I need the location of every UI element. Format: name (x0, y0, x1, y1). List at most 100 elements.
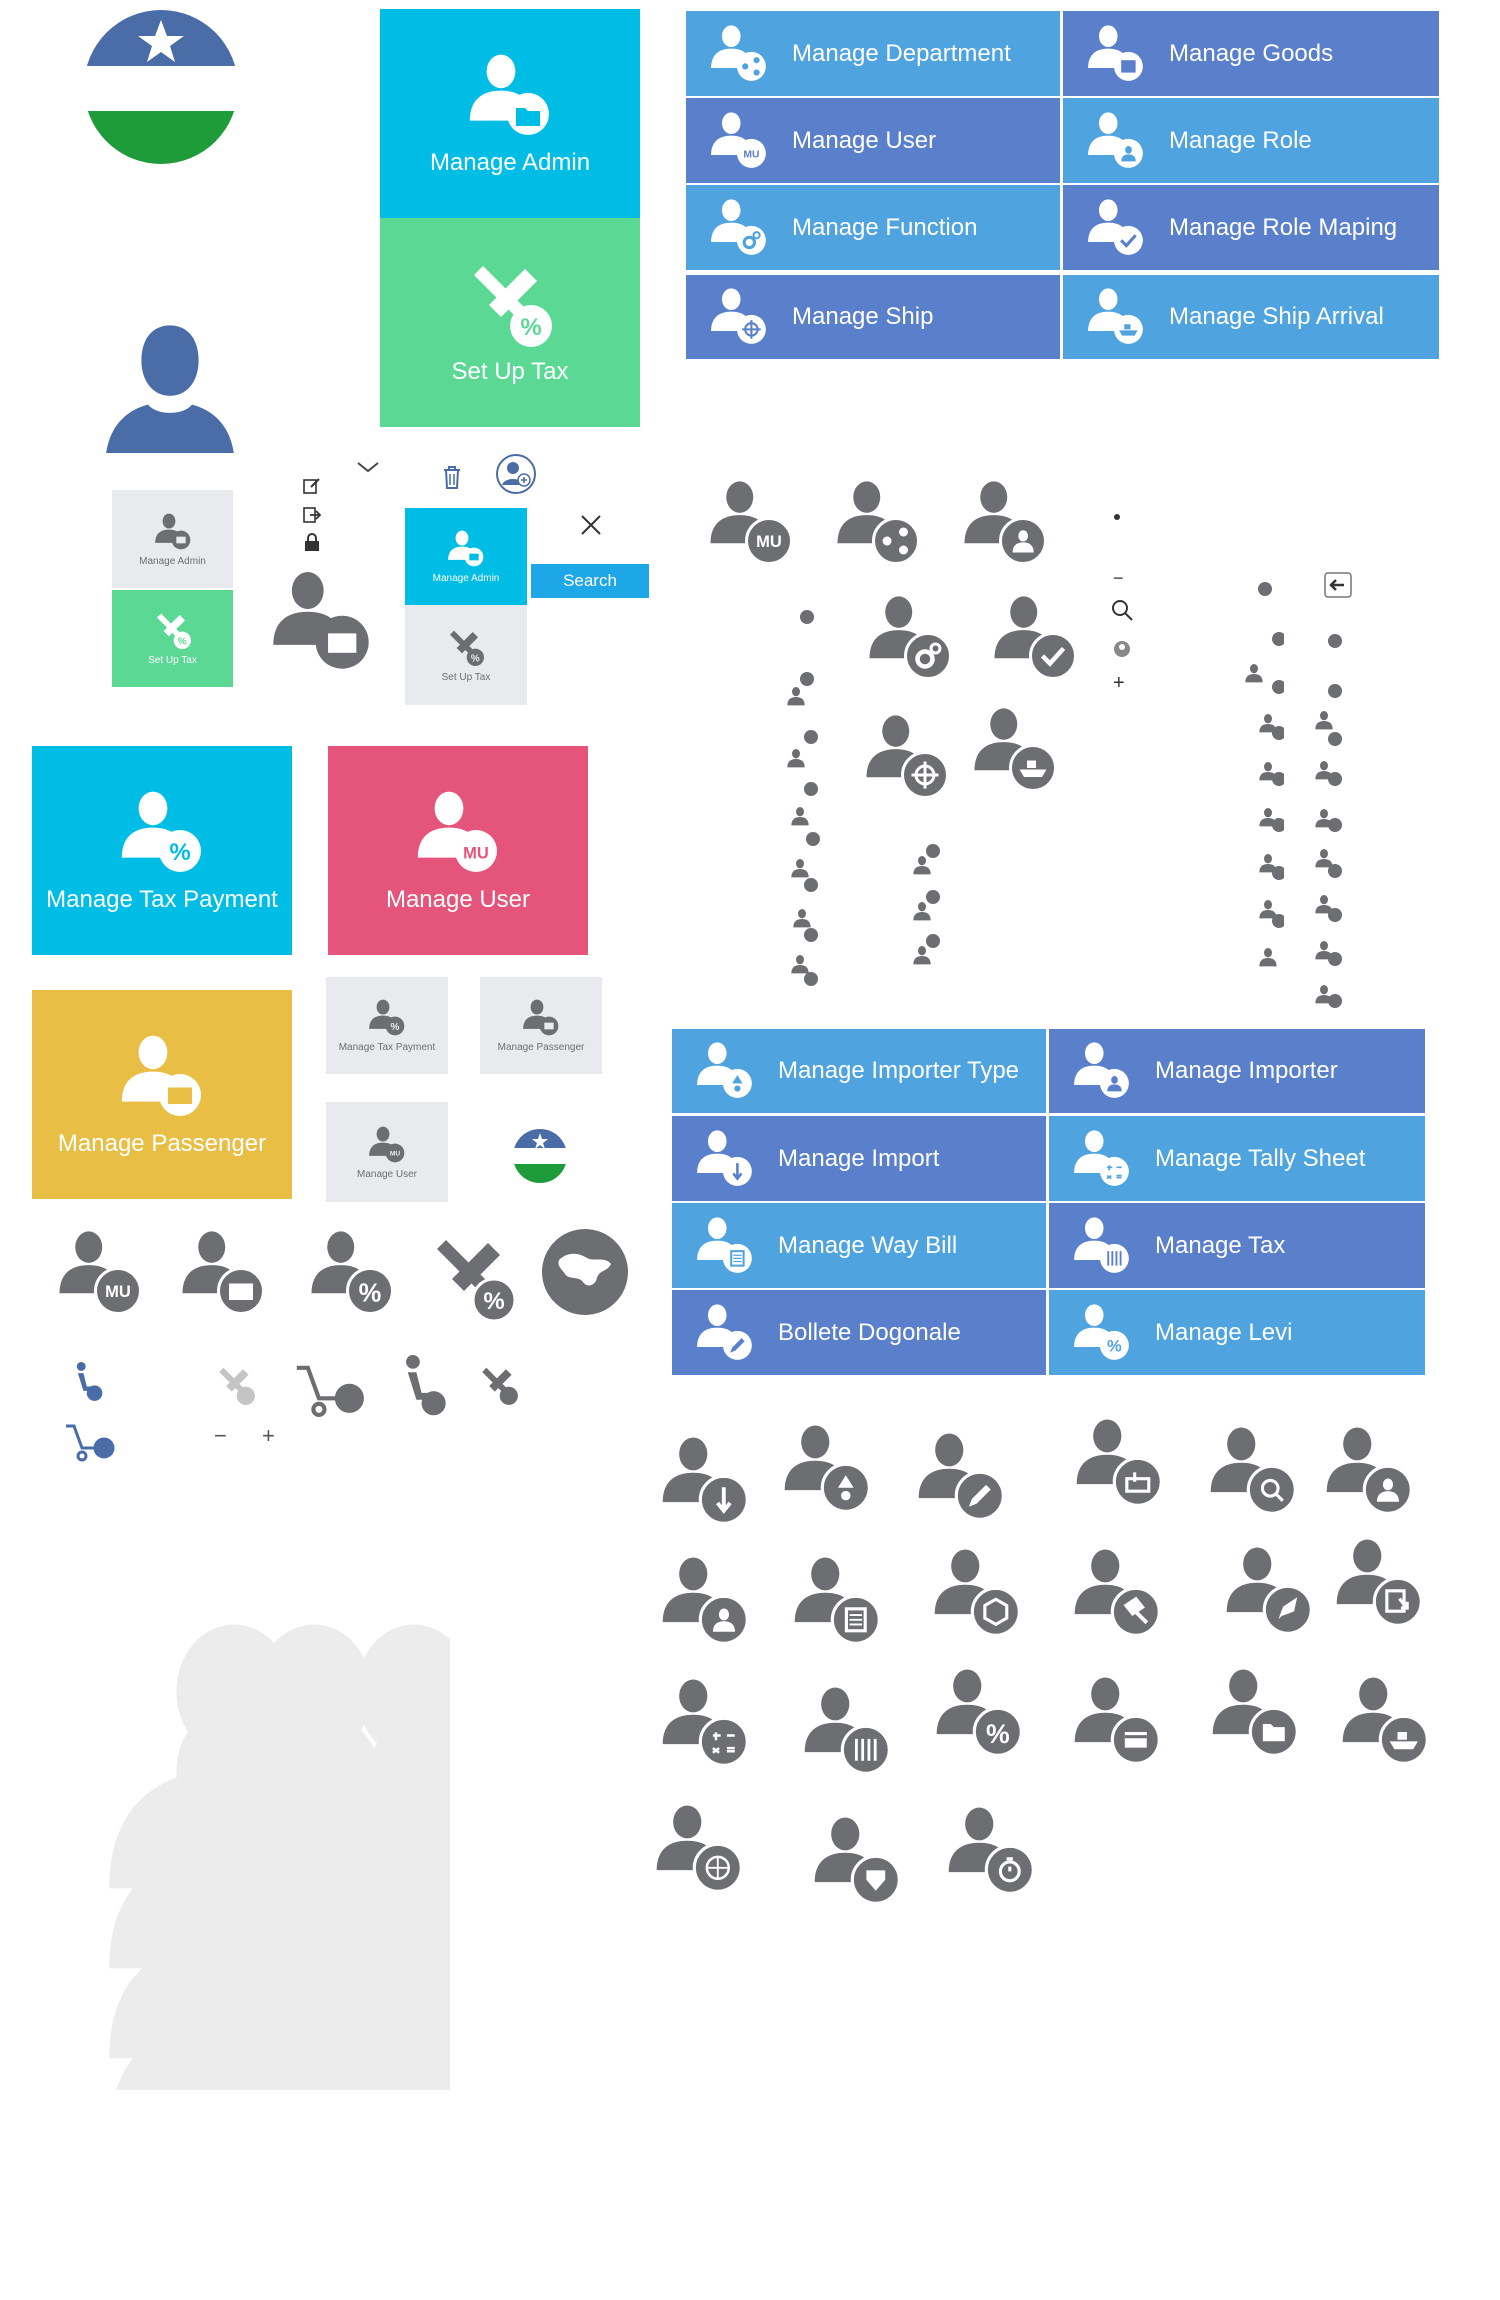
menu-item-manage-function[interactable]: Manage Function (686, 185, 1060, 270)
user-ship-gray-icon (1338, 1674, 1432, 1773)
chevron-down-icon[interactable] (356, 460, 380, 474)
manage-passenger-tile[interactable]: Manage Passenger (32, 990, 292, 1199)
svg-text:%: % (471, 653, 480, 664)
menu-item-manage-department[interactable]: Manage Department (686, 11, 1060, 96)
logout-icon[interactable] (302, 505, 322, 525)
manage-user-tile[interactable]: MU Manage User (328, 746, 588, 955)
tax-tools-icon: % (446, 628, 486, 668)
svg-text:MU: MU (463, 844, 489, 862)
trash-icon[interactable] (441, 464, 463, 490)
user-mu-icon: MU (367, 1125, 407, 1165)
menu-item-manage-tally-sheet[interactable]: Manage Tally Sheet (1049, 1116, 1425, 1201)
menu-label: Manage Ship Arrival (1169, 303, 1384, 330)
menu-label: Manage Function (792, 213, 978, 241)
seat-percent-blue-icon (72, 1362, 106, 1407)
tiny-icon-column-a (786, 596, 826, 1001)
mini-manage-admin-tile[interactable]: Manage Admin (112, 490, 233, 588)
svg-text:%: % (359, 1280, 382, 1308)
menu-label: Bollete Dogonale (778, 1318, 961, 1346)
menu-grid-a: Manage Department Manage Goods MU Manage… (686, 11, 1439, 359)
cart-percent-gray-icon (294, 1362, 366, 1423)
user-percent-gray-icon: % (307, 1228, 397, 1323)
manage-tax-payment-tile[interactable]: % Manage Tax Payment (32, 746, 292, 955)
svg-text:%: % (169, 839, 190, 866)
svg-text:%: % (1107, 1336, 1122, 1355)
add-user-button[interactable] (495, 453, 537, 495)
user-search-gray-icon (1206, 1424, 1300, 1523)
search-button-label: Search (563, 571, 617, 590)
mini-set-up-tax-inactive-tile[interactable]: % Set Up Tax (405, 605, 527, 705)
user-download-gray-icon (1332, 1536, 1426, 1635)
svg-text:MU: MU (743, 149, 759, 160)
tiny-icon-column-c (1244, 568, 1286, 993)
mini-manage-admin-active-tile[interactable]: Manage Admin (405, 508, 527, 605)
minus-small-icon[interactable]: − (1113, 568, 1124, 588)
svg-text:%: % (986, 1719, 1010, 1749)
manage-admin-icon (462, 51, 558, 141)
manage-passenger-label: Manage Passenger (57, 1129, 267, 1157)
plus-small-icon[interactable]: + (1113, 672, 1125, 694)
set-up-tax-tile[interactable]: % Set Up Tax (380, 218, 640, 427)
tiny-icon-column-d (1314, 620, 1354, 1025)
search-button[interactable]: Search (531, 564, 649, 598)
menu-item-manage-importer-type[interactable]: Manage Importer Type (672, 1029, 1046, 1113)
globe-map-icon (541, 1228, 629, 1321)
close-icon[interactable] (580, 514, 602, 536)
menu-item-manage-goods[interactable]: Manage Goods (1063, 11, 1439, 96)
admin-icon (446, 529, 486, 569)
menu-item-manage-role-maping[interactable]: Manage Role Maping (1063, 185, 1439, 270)
user-arrow-icon (694, 1128, 756, 1190)
search-icon[interactable] (1110, 598, 1134, 627)
user-mu-icon: MU (410, 788, 506, 878)
mini-passenger-tile[interactable]: Manage Passenger (480, 977, 602, 1074)
menu-item-manage-role[interactable]: Manage Role (1063, 98, 1439, 183)
mini-tax-payment-tile[interactable]: % Manage Tax Payment (326, 977, 448, 1074)
user-gavel-gray-icon (1070, 1546, 1164, 1645)
menu-item-manage-way-bill[interactable]: Manage Way Bill (672, 1203, 1046, 1288)
manage-admin-tile[interactable]: Manage Admin (380, 9, 640, 218)
user-person-gray-icon (658, 1554, 752, 1653)
mini-passenger-label: Manage Passenger (497, 1042, 585, 1053)
back-arrow-button[interactable] (1324, 572, 1352, 603)
ghost-icon-field (90, 1530, 450, 2095)
plus-icon[interactable]: + (262, 1423, 275, 1448)
mini-set-up-tax-tile[interactable]: % Set Up Tax (112, 590, 233, 687)
set-up-tax-label: Set Up Tax (451, 357, 569, 385)
menu-label: Manage Tally Sheet (1155, 1144, 1366, 1172)
seat-percent-gray-icon (398, 1355, 452, 1422)
mini-user-tile[interactable]: MU Manage User (326, 1102, 448, 1202)
mini-tax-payment-label: Manage Tax Payment (338, 1042, 436, 1053)
menu-item-manage-user[interactable]: MU Manage User (686, 98, 1060, 183)
user-box-icon (1085, 23, 1147, 85)
menu-label: Manage Goods (1169, 39, 1334, 67)
menu-label: Manage Import (778, 1144, 940, 1172)
tools-percent-gray-icon: % (428, 1234, 518, 1329)
user-triangle-icon (694, 1040, 756, 1102)
user-globe-gray-icon (652, 1802, 746, 1901)
user-rocket-gray-icon (1222, 1544, 1316, 1643)
user-role-medium-icon (960, 478, 1050, 573)
menu-item-manage-tax[interactable]: Manage Tax (1049, 1203, 1425, 1288)
menu-item-manage-ship-arrival[interactable]: Manage Ship Arrival (1063, 275, 1439, 359)
edit-icon[interactable] (302, 476, 322, 496)
user-triangle-gray-icon (780, 1422, 874, 1521)
menu-label: Manage User (792, 126, 937, 154)
user-check-medium-icon (990, 593, 1080, 688)
menu-item-manage-levi[interactable]: % Manage Levi (1049, 1290, 1425, 1375)
user-folder-gray-icon (1208, 1666, 1302, 1765)
user-timer-gray-icon (944, 1804, 1038, 1903)
menu-item-bollete-dogonale[interactable]: Bollete Dogonale (672, 1290, 1046, 1375)
user-mu-gray-icon: MU (55, 1228, 145, 1323)
mini-user-label: Manage User (356, 1168, 418, 1180)
minus-icon[interactable]: − (214, 1423, 227, 1448)
tax-tools-icon: % (153, 611, 193, 651)
menu-label: Manage Department (792, 39, 1011, 67)
menu-item-manage-ship[interactable]: Manage Ship (686, 275, 1060, 359)
mini-tax-label: Set Up Tax (148, 655, 197, 666)
menu-item-manage-import[interactable]: Manage Import (672, 1116, 1046, 1201)
menu-item-manage-importer[interactable]: Manage Importer (1049, 1029, 1425, 1113)
user-dot-icon (1113, 640, 1131, 663)
user-ship-medium-icon (970, 705, 1060, 800)
wrench-percent-icon: % (462, 260, 558, 350)
lock-icon[interactable] (302, 532, 322, 552)
